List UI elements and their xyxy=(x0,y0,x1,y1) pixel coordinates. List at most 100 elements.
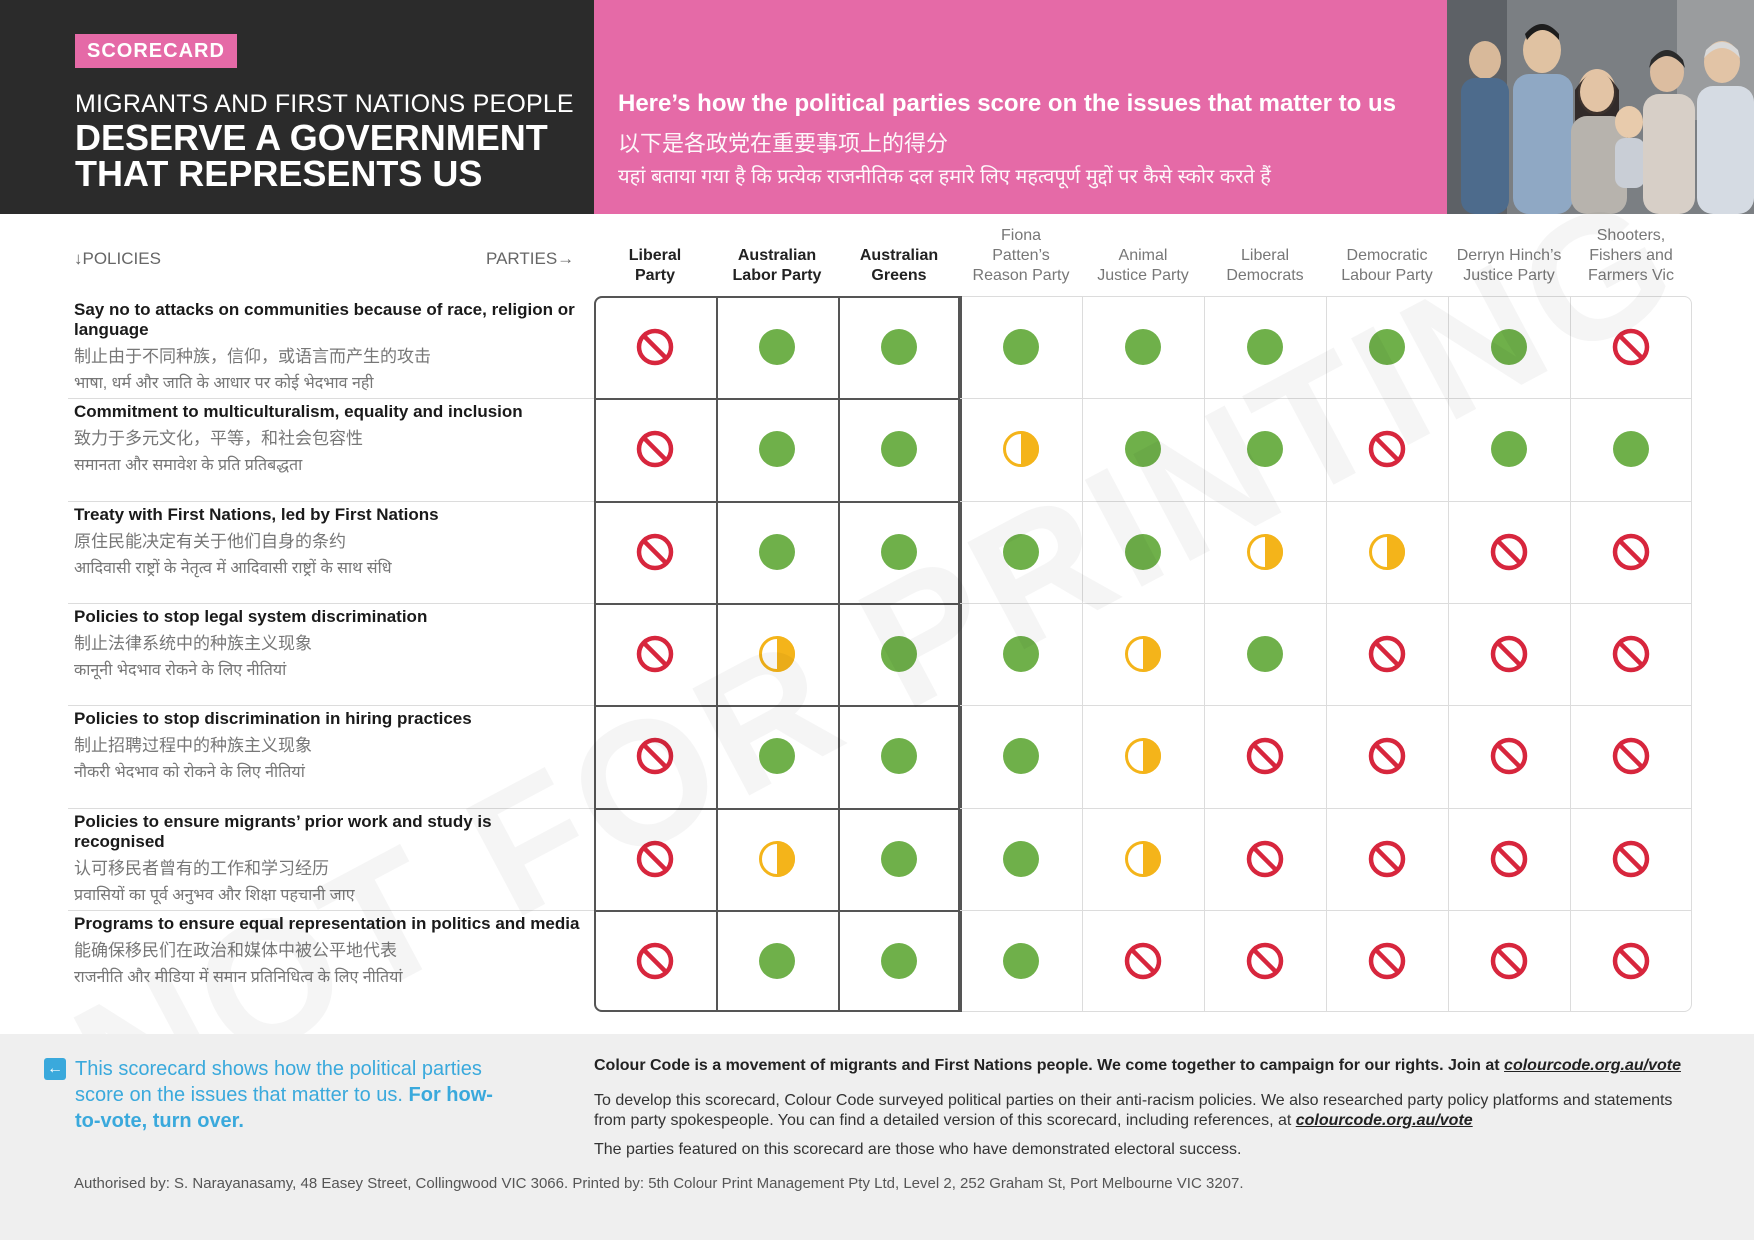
methodology-text: To develop this scorecard, Colour Code s… xyxy=(594,1092,1673,1129)
supports-icon xyxy=(1002,737,1040,775)
opposes-icon xyxy=(1368,635,1406,673)
supports-icon xyxy=(1368,328,1406,366)
header-subtitle: MIGRANTS AND FIRST NATIONS PEOPLE xyxy=(75,90,574,118)
supports-icon xyxy=(1002,328,1040,366)
policy-chinese: 制止招聘过程中的种族主义现象 xyxy=(74,736,312,756)
header-title: DESERVE A GOVERNMENT THAT REPRESENTS US xyxy=(75,117,548,194)
vote-link-2[interactable]: colourcode.org.au/vote xyxy=(1295,1112,1473,1129)
partial-support-icon xyxy=(1002,430,1040,468)
opposes-icon xyxy=(1368,840,1406,878)
policies-column-label: ↓POLICIES xyxy=(74,249,161,268)
about-colour-code: Colour Code is a movement of migrants an… xyxy=(594,1057,1714,1075)
policy-hindi: राजनीति और मीडिया में समान प्रतिनिधित्व … xyxy=(74,968,403,986)
supports-icon xyxy=(1490,328,1528,366)
row-divider-highlight xyxy=(594,909,960,912)
family-photo xyxy=(1447,0,1754,214)
party-name-line: Liberal xyxy=(1240,247,1290,264)
policy-english: Commitment to multiculturalism, equality… xyxy=(74,402,523,422)
column-divider xyxy=(1326,296,1327,1012)
supports-icon xyxy=(880,635,918,673)
opposes-icon xyxy=(1246,942,1284,980)
policy-hindi: आदिवासी राष्ट्रों के नेतृत्व में आदिवासी… xyxy=(74,559,392,577)
opposes-icon xyxy=(1490,533,1528,571)
callout-turn-over: For how-to-vote, turn over. xyxy=(75,1084,493,1132)
opposes-icon xyxy=(1612,533,1650,571)
row-divider-highlight xyxy=(594,705,960,708)
policy-english: Policies to ensure migrants’ prior work … xyxy=(74,811,492,851)
vote-link[interactable]: colourcode.org.au/vote xyxy=(1504,1057,1681,1074)
authorisation: Authorised by: S. Narayanasamy, 48 Easey… xyxy=(74,1175,1244,1192)
header-dark-panel: SCORECARD MIGRANTS AND FIRST NATIONS PEO… xyxy=(0,0,594,214)
scorecard-badge: SCORECARD xyxy=(75,34,237,68)
party-name-line: Democratic xyxy=(1346,247,1428,264)
policy-row: Policies to stop discrimination in hirin… xyxy=(74,709,586,784)
supports-icon xyxy=(880,328,918,366)
party-header-1: Australian Labor Party xyxy=(716,246,838,286)
supports-icon xyxy=(1124,533,1162,571)
opposes-icon xyxy=(1246,840,1284,878)
policy-hindi: प्रवासियों का पूर्व अनुभव और शिक्षा पहचा… xyxy=(74,886,355,904)
supports-icon xyxy=(758,328,796,366)
highlighted-parties-box xyxy=(594,296,960,1012)
supports-icon xyxy=(880,533,918,571)
partial-support-icon xyxy=(1246,533,1284,571)
party-header-6: Democratic Labour Party xyxy=(1326,246,1448,286)
party-name-line: Justice Party xyxy=(1463,267,1555,284)
party-header-7: Derryn Hinch’s Justice Party xyxy=(1448,246,1570,286)
opposes-icon xyxy=(1368,942,1406,980)
row-divider-highlight xyxy=(594,398,960,401)
column-divider xyxy=(1570,296,1571,1012)
opposes-icon xyxy=(1490,635,1528,673)
column-divider xyxy=(838,296,840,1012)
party-header-5: Liberal Democrats xyxy=(1204,246,1326,286)
policy-chinese: 制止由于不同种族，信仰，或语言而产生的攻击 xyxy=(74,347,431,366)
footer xyxy=(0,1034,1754,1240)
policy-row: Say no to attacks on communities because… xyxy=(74,300,586,395)
opposes-icon xyxy=(636,430,674,468)
partial-support-icon xyxy=(1124,840,1162,878)
opposes-icon xyxy=(636,942,674,980)
column-divider xyxy=(1082,296,1083,1012)
partial-support-icon xyxy=(1368,533,1406,571)
supports-icon xyxy=(1490,430,1528,468)
footer-callout: This scorecard shows how the political p… xyxy=(75,1056,515,1134)
opposes-icon xyxy=(1368,737,1406,775)
supports-icon xyxy=(880,430,918,468)
intro-hindi: यहां बताया गया है कि प्रत्येक राजनीतिक द… xyxy=(618,166,1271,188)
opposes-icon xyxy=(636,737,674,775)
supports-icon xyxy=(758,942,796,980)
party-name-line: Australian xyxy=(737,247,817,264)
featured-note: The parties featured on this scorecard a… xyxy=(594,1141,1242,1158)
opposes-icon xyxy=(636,533,674,571)
party-header-4: Animal Justice Party xyxy=(1082,246,1204,286)
party-name-line: Fiona xyxy=(1000,227,1042,244)
parties-column-label: PARTIES→ xyxy=(486,249,575,268)
party-name-line: Derryn Hinch’s xyxy=(1456,247,1562,264)
policy-english: Say no to attacks on communities because… xyxy=(74,300,575,339)
party-name-line: Labor Party xyxy=(732,267,822,284)
column-divider xyxy=(960,296,962,1012)
party-name-line: Labour Party xyxy=(1341,267,1433,284)
opposes-icon xyxy=(1612,840,1650,878)
partial-support-icon xyxy=(1124,635,1162,673)
party-name-line: Australian xyxy=(859,247,939,264)
party-name-line: Fishers and xyxy=(1589,247,1673,264)
policy-english: Treaty with First Nations, led by First … xyxy=(74,504,439,524)
opposes-icon xyxy=(1612,328,1650,366)
policy-chinese: 致力于多元文化，平等，和社会包容性 xyxy=(74,429,363,449)
party-name-line: Party xyxy=(634,267,676,284)
policy-row: Policies to stop legal system discrimina… xyxy=(74,607,586,682)
party-name-line: Justice Party xyxy=(1097,267,1189,284)
supports-icon xyxy=(758,737,796,775)
party-header-3: Fiona Patten’s Reason Party xyxy=(960,226,1082,286)
turn-over-arrow-icon: ← xyxy=(44,1058,66,1080)
supports-icon xyxy=(1002,533,1040,571)
policy-row: Policies to ensure migrants’ prior work … xyxy=(74,812,586,907)
supports-icon xyxy=(1002,942,1040,980)
supports-icon xyxy=(758,430,796,468)
opposes-icon xyxy=(1612,737,1650,775)
intro-chinese: 以下是各政党在重要事项上的得分 xyxy=(618,131,949,156)
row-divider-highlight xyxy=(594,602,960,605)
opposes-icon xyxy=(636,328,674,366)
methodology: To develop this scorecard, Colour Code s… xyxy=(594,1091,1704,1131)
